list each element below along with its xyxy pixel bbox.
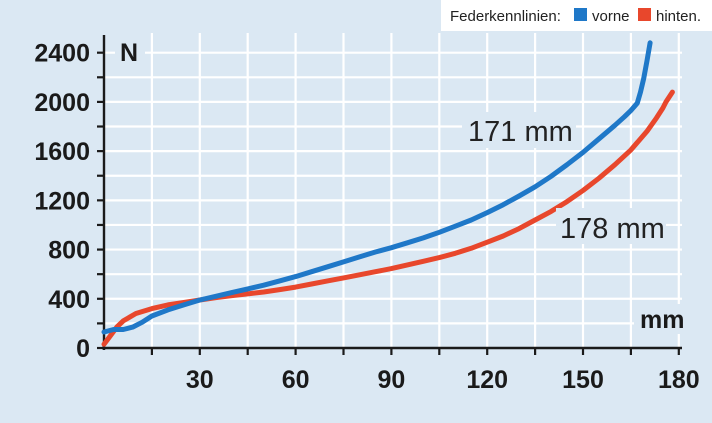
legend-label-hinten: hinten. [656, 8, 701, 25]
x-tick-label: 120 [466, 366, 508, 394]
x-unit-label: mm [640, 306, 684, 334]
legend-swatch-vorne [574, 8, 587, 21]
x-tick-label: 150 [562, 366, 604, 394]
annotation-hinten: 178 mm [560, 213, 665, 245]
x-tick-label: 60 [282, 366, 310, 394]
y-tick-label: 400 [48, 286, 90, 314]
y-tick-label: 800 [48, 237, 90, 265]
legend-label-vorne: vorne [592, 8, 630, 25]
series-line-hinten [101, 89, 675, 347]
annotation-vorne-bg [462, 112, 576, 148]
x-tick-label: 30 [186, 366, 214, 394]
y-tick-label: 1600 [34, 138, 90, 166]
annotation-vorne: 171 mm [468, 116, 573, 148]
y-tick-label: 0 [76, 335, 90, 363]
series-lines [101, 40, 675, 347]
annotation-hinten-bg [556, 208, 666, 244]
legend-swatch-hinten [638, 8, 651, 21]
y-tick-label: 2400 [34, 40, 90, 68]
unit-x-bg [634, 304, 690, 334]
legend: Federkennlinien: vorne hinten. [441, 0, 712, 31]
legend-title: Federkennlinien: [450, 8, 561, 25]
y-tick-label: 2000 [34, 89, 90, 117]
y-tick-label: 1200 [34, 187, 90, 215]
x-tick-label: 90 [377, 366, 405, 394]
series-line-vorne [101, 40, 653, 335]
x-tick-label: 180 [658, 366, 700, 394]
axis-labels: 0 400 800 1200 1600 2000 2400 30 60 90 120 150 180 [34, 40, 699, 394]
unit-y-bg [115, 35, 145, 67]
y-unit-label: N [120, 39, 138, 67]
axes [97, 35, 682, 355]
